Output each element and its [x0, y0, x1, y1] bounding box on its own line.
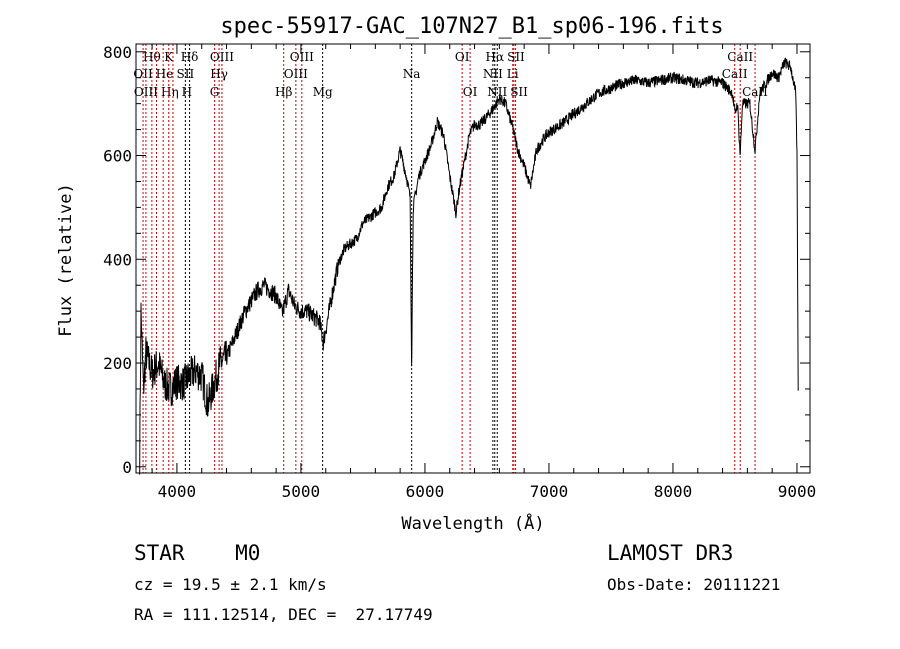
spectral-line-label: OIII: [210, 50, 234, 64]
spectral-line-label: CaII: [742, 85, 768, 99]
redshift-cz: cz = 19.5 ± 2.1 km/s: [134, 575, 327, 594]
y-tick-label: 200: [103, 354, 132, 373]
spectral-line-label: He: [156, 67, 174, 81]
x-tick-label: 9000: [778, 482, 817, 501]
survey-name: LAMOST DR3: [607, 541, 733, 565]
spectral-line-label: NII: [487, 85, 507, 99]
spectral-line-label: OIII: [134, 85, 158, 99]
spectral-line-label: CaII: [727, 50, 753, 64]
chart-title: spec-55917-GAC_107N27_B1_sp06-196.fits: [220, 14, 723, 39]
coordinates: RA = 111.12514, DEC = 27.17749: [134, 605, 433, 624]
y-tick-label: 0: [122, 458, 132, 477]
obs-date: Obs-Date: 20111221: [607, 575, 780, 594]
spectral-line-label: Hβ: [275, 85, 292, 99]
spectral-line-label: OIII: [284, 67, 308, 81]
x-tick-label: 6000: [406, 482, 445, 501]
spectral-line-label: Hη: [161, 85, 179, 99]
spectral-line-label: SII: [510, 85, 528, 99]
spectral-line-label: H: [182, 85, 192, 99]
spectral-line-label: Hδ: [181, 50, 199, 64]
x-axis-label: Wavelength (Å): [401, 512, 544, 534]
spectral-line-label: Hγ: [210, 67, 228, 81]
spectrum-line: [139, 57, 799, 475]
y-tick-label: 400: [103, 250, 132, 269]
spectral-line-label: OI: [463, 85, 478, 99]
spectral-line-label: SII: [177, 67, 195, 81]
spectral-line-label: OIII: [290, 50, 314, 64]
spectral-line-label: OI: [455, 50, 470, 64]
spectral-line-label: Na: [403, 67, 421, 81]
spectral-line-label: K: [164, 50, 174, 64]
x-tick-label: 5000: [282, 482, 321, 501]
y-tick-label: 800: [103, 43, 132, 62]
object-type: STAR M0: [134, 541, 260, 565]
axis-ticks: 4000 5000 6000 7000 8000 9000 0 200 400 600 800: [103, 43, 816, 501]
y-tick-label: 600: [103, 147, 132, 166]
spectral-line-label: Mg: [313, 85, 333, 99]
plot-frame: [135, 43, 811, 474]
spectral-line-label: Li: [507, 67, 519, 81]
x-tick-label: 7000: [530, 482, 569, 501]
spectral-line-label: CaII: [722, 67, 748, 81]
spectral-line-label: Hα: [486, 50, 505, 64]
spectral-line-label: G: [210, 85, 220, 99]
x-tick-label: 8000: [654, 482, 693, 501]
y-axis-label: Flux (relative): [56, 183, 76, 337]
spectral-line-label: NII: [483, 67, 503, 81]
x-tick-label: 4000: [158, 482, 197, 501]
